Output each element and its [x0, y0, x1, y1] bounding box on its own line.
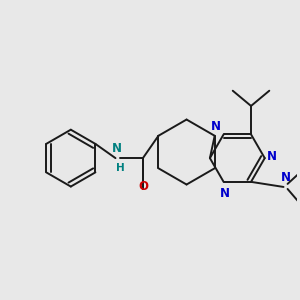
- Text: N: N: [220, 187, 230, 200]
- Text: N: N: [267, 150, 277, 163]
- Text: N: N: [280, 171, 290, 184]
- Text: O: O: [138, 180, 148, 193]
- Text: N: N: [112, 142, 122, 155]
- Text: N: N: [211, 120, 221, 133]
- Text: H: H: [116, 163, 125, 173]
